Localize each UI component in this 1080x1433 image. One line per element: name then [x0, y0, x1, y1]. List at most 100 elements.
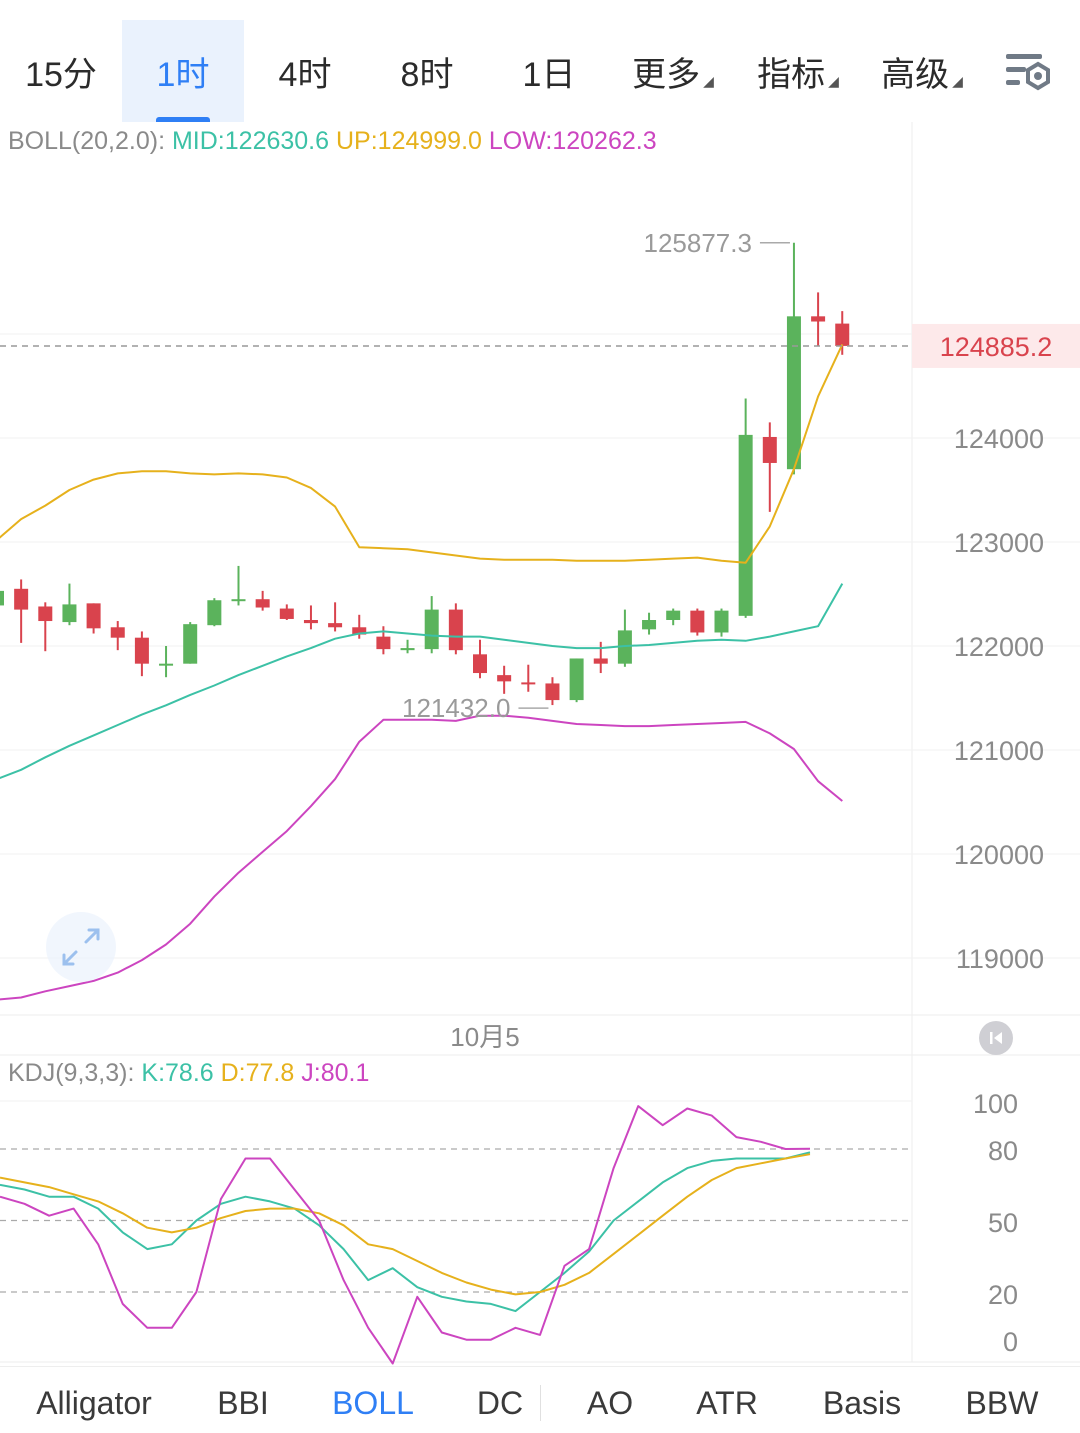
- kdj-axis-tick-label: 100: [973, 1089, 1018, 1119]
- candle: [303, 605, 318, 630]
- candle-body: [811, 316, 826, 322]
- timeframe-tab-2[interactable]: 4时: [244, 20, 366, 122]
- indicator-tab-atr[interactable]: ATR: [696, 1385, 758, 1421]
- boll-lower-band-line: [0, 714, 843, 1001]
- candle-body: [38, 606, 53, 622]
- candle-body: [303, 620, 318, 624]
- timeframe-tab-label: 8时: [400, 55, 454, 94]
- candle-body: [738, 434, 753, 616]
- timeframe-tab-label: 更多: [632, 55, 701, 94]
- timeframe-tab-6[interactable]: 指标 ◢: [736, 20, 860, 122]
- expand-chart-button[interactable]: [46, 912, 116, 982]
- dropdown-caret-icon: ◢: [828, 72, 839, 89]
- candle-body: [545, 683, 560, 701]
- candle: [835, 311, 850, 355]
- candle-body: [424, 609, 439, 650]
- boll-upper-band-line: [0, 343, 844, 564]
- price-axis-tick-label: 124000: [954, 424, 1044, 454]
- candle-body: [400, 648, 415, 651]
- boll-legend-up: UP:124999.0: [335, 127, 482, 155]
- active-tab-underline: [156, 117, 210, 122]
- price-axis-tick-label: 120000: [954, 840, 1044, 870]
- candle-body: [786, 316, 801, 470]
- filter-settings-icon[interactable]: [1000, 48, 1056, 96]
- indicator-tab-basis[interactable]: Basis: [822, 1385, 902, 1421]
- kdj-legend-d: D:77.8: [220, 1059, 295, 1087]
- kdj-axis-tick-label: 20: [988, 1280, 1018, 1310]
- timeframe-tab-3[interactable]: 8时: [366, 20, 488, 122]
- indicator-tab-ao[interactable]: AO: [586, 1385, 634, 1421]
- candle-body: [134, 637, 149, 664]
- candle-body: [835, 323, 850, 346]
- indicator-divider: [540, 1385, 541, 1421]
- indicator-tab-dc[interactable]: DC: [476, 1385, 524, 1421]
- timeframe-tab-label: 15分: [25, 55, 97, 94]
- candle: [38, 602, 53, 652]
- indicator-tab-alligator[interactable]: Alligator: [36, 1385, 152, 1421]
- timeframe-tab-4[interactable]: 1日: [488, 20, 610, 122]
- high-price-annotation: 125877.3: [643, 228, 751, 258]
- kdj-legend-j: J:80.1: [301, 1059, 370, 1087]
- candle-body: [183, 624, 198, 664]
- timeframe-tab-5[interactable]: 更多 ◢: [610, 20, 736, 122]
- candle-body: [352, 627, 367, 635]
- indicator-tab-bbw[interactable]: BBW: [965, 1385, 1039, 1421]
- candle: [279, 604, 294, 620]
- candle: [110, 621, 125, 651]
- candle-body: [231, 599, 246, 602]
- kdj-axis-tick-label: 80: [988, 1136, 1018, 1166]
- candle: [593, 641, 608, 674]
- kdj-legend-name: KDJ(9,3,3):: [8, 1059, 135, 1087]
- candle-body: [86, 603, 101, 629]
- timeframe-tab-bar: 15分 1时 4时 8时 1日 更多 ◢ 指标 ◢ 高级 ◢: [0, 0, 1080, 122]
- candle-body: [642, 620, 657, 630]
- candle: [424, 596, 439, 654]
- price-axis-tick-label: 123000: [954, 528, 1044, 558]
- candle: [400, 639, 415, 654]
- candle: [666, 608, 681, 626]
- boll-legend: BOLL(20,2.0): MID:122630.6 UP:124999.0 L…: [8, 127, 657, 156]
- indicator-tab-boll[interactable]: BOLL: [332, 1385, 414, 1421]
- candle: [473, 639, 487, 679]
- low-price-annotation: 121432.0: [402, 693, 510, 723]
- boll-legend-mid: MID:122630.6: [171, 127, 330, 155]
- price-axis-tick-label: 119000: [956, 944, 1044, 974]
- candle-body: [279, 608, 294, 619]
- boll-mid-band-line: [0, 583, 844, 780]
- timeframe-tab-0[interactable]: 15分: [0, 20, 122, 122]
- timeframe-tab-label: 1日: [522, 55, 576, 94]
- candle-body: [690, 610, 705, 633]
- boll-legend-low: LOW:120262.3: [488, 127, 657, 155]
- collapse-panel-button[interactable]: [979, 1021, 1013, 1055]
- price-plot-area: [0, 122, 912, 1015]
- price-axis-tick-label: 121000: [954, 736, 1044, 766]
- candle: [448, 603, 463, 655]
- candle-body: [714, 610, 729, 633]
- candle: [159, 646, 174, 678]
- indicator-tab-bar: Alligator BBI BOLL DC AO ATR Basis BBW: [0, 1366, 1080, 1433]
- candle: [207, 598, 222, 627]
- kdj-j-line: [0, 1105, 811, 1365]
- current-price-badge: [912, 323, 1080, 368]
- candle: [497, 665, 512, 694]
- timeframe-tab-1[interactable]: 1时: [122, 20, 244, 122]
- timeframe-tab-label: 1时: [156, 55, 210, 94]
- timeframe-tab-7[interactable]: 高级 ◢: [860, 20, 984, 122]
- candle: [328, 602, 343, 632]
- candle-body: [328, 623, 343, 628]
- price-chart[interactable]: 124000 123000 122000 121000 120000 119000 1248…: [0, 0, 1080, 1366]
- candle: [642, 612, 657, 635]
- candle-body: [497, 675, 512, 682]
- indicator-tab-bbi[interactable]: BBI: [217, 1385, 269, 1421]
- candle: [569, 658, 584, 703]
- candle-body: [569, 658, 584, 701]
- candle-body: [159, 663, 174, 666]
- kdj-legend: KDJ(9,3,3): K:78.6 D:77.8 J:80.1: [8, 1059, 369, 1088]
- candle: [62, 583, 77, 626]
- kdj-k-line: [0, 1151, 811, 1313]
- candle: [617, 609, 632, 667]
- candle: [738, 398, 753, 618]
- current-price-label: 124885.2: [940, 332, 1053, 362]
- kdj-axis-tick-label: 0: [1003, 1327, 1018, 1357]
- candles-group: [0, 242, 850, 706]
